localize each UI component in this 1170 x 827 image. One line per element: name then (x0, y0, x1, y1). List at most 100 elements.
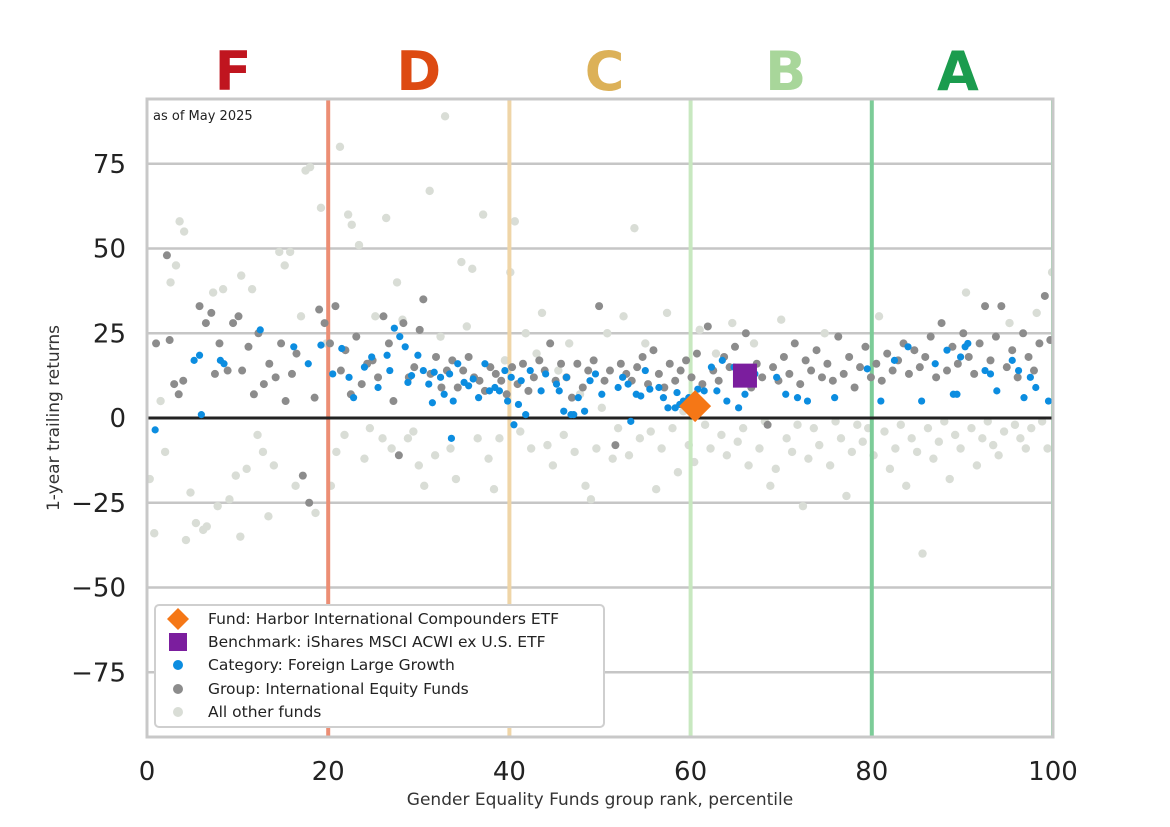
other-fund-point (755, 444, 764, 453)
other-fund-point (782, 434, 791, 443)
group-fund-point (238, 366, 247, 375)
group-fund-point (812, 346, 821, 355)
other-fund-point (749, 339, 759, 348)
group-fund-point (305, 498, 314, 507)
other-fund-point (269, 461, 279, 470)
x-tick-label: 60 (674, 757, 707, 787)
group-fund-point (872, 359, 881, 368)
other-fund-point (354, 240, 364, 250)
other-fund-point (237, 271, 246, 280)
y-axis-label: 1-year trailing returns (44, 325, 64, 511)
group-fund-point (633, 363, 642, 372)
other-fund-point (171, 261, 181, 270)
group-fund-point (394, 451, 403, 460)
group-fund-point (741, 329, 750, 338)
category-fund-point (723, 397, 731, 405)
other-fund-point (945, 474, 954, 484)
category-fund-point (694, 385, 702, 393)
category-fund-point (1026, 373, 1034, 381)
other-fund-point (280, 261, 289, 270)
category-fund-point (904, 343, 912, 351)
y-tick-label: −50 (71, 574, 126, 604)
other-fund-point (275, 247, 284, 257)
legend-label: Group: International Equity Funds (208, 680, 469, 698)
category-fund-point (981, 366, 989, 375)
category-fund-point (390, 324, 398, 332)
grade-label-c: C (585, 40, 625, 103)
group-fund-point (991, 332, 1000, 341)
group-fund-point (611, 441, 620, 450)
group-fund-point (1002, 363, 1011, 372)
other-fund-point (733, 437, 742, 446)
category-fund-point (555, 387, 563, 395)
group-fund-point (453, 383, 462, 392)
other-fund-point (1027, 423, 1036, 433)
category-fund-point (436, 373, 445, 381)
group-fund-point (486, 363, 495, 372)
category-fund-point (338, 344, 346, 353)
group-fund-point (464, 352, 473, 361)
other-fund-point (825, 461, 835, 470)
legend-dot-symbol (173, 660, 183, 670)
category-fund-point (574, 394, 582, 402)
category-fund-point (396, 333, 404, 341)
other-fund-point (592, 444, 601, 453)
category-fund-point (383, 351, 391, 359)
other-fund-point (853, 420, 862, 429)
category-fund-point (304, 360, 312, 368)
other-fund-point (907, 434, 916, 443)
group-fund-point (997, 302, 1006, 311)
other-fund-point (202, 522, 211, 531)
category-fund-point (495, 387, 504, 395)
other-fund-point (436, 332, 445, 341)
other-fund-point (673, 468, 683, 477)
category-fund-point (537, 387, 545, 395)
other-fund-point (923, 423, 933, 433)
category-fund-point (655, 383, 663, 392)
group-fund-point (676, 366, 685, 375)
group-fund-point (866, 373, 875, 382)
group-fund-point (964, 352, 973, 361)
group-fund-point (535, 356, 544, 365)
as-of-note: as of May 2025 (153, 109, 253, 124)
category-fund-point (1008, 356, 1016, 364)
category-fund-point (580, 407, 589, 415)
other-fund-point (381, 213, 391, 223)
category-fund-point (329, 370, 337, 378)
category-fund-point (570, 411, 578, 419)
group-fund-point (271, 373, 280, 382)
other-fund-point (1032, 308, 1041, 318)
group-fund-point (915, 363, 924, 372)
group-fund-point (491, 369, 500, 378)
group-fund-point (856, 363, 865, 372)
other-fund-point (332, 447, 341, 457)
other-fund-point (847, 447, 857, 457)
category-fund-point (507, 373, 515, 381)
other-fund-point (972, 461, 982, 470)
group-fund-point (714, 376, 723, 385)
category-fund-point (586, 377, 594, 385)
category-fund-point (713, 387, 721, 395)
category-fund-point (718, 356, 726, 364)
category-fund-point (863, 365, 871, 373)
group-fund-point (384, 339, 393, 348)
category-fund-point (407, 372, 416, 380)
other-fund-point (166, 278, 175, 287)
group-fund-point (1040, 291, 1049, 300)
group-fund-point (589, 356, 598, 365)
other-fund-point (548, 461, 558, 470)
other-fund-point (613, 423, 623, 433)
category-fund-point (624, 380, 632, 388)
other-fund-point (608, 454, 617, 463)
other-fund-point (208, 288, 218, 297)
category-fund-point (195, 351, 204, 359)
other-fund-point (978, 434, 987, 443)
other-fund-point (156, 396, 165, 406)
y-tick-label: 75 (93, 150, 126, 180)
category-fund-point (501, 366, 509, 375)
group-fund-point (769, 363, 778, 372)
group-fund-point (595, 302, 604, 311)
fund-point (679, 390, 712, 423)
other-fund-point (532, 349, 541, 358)
